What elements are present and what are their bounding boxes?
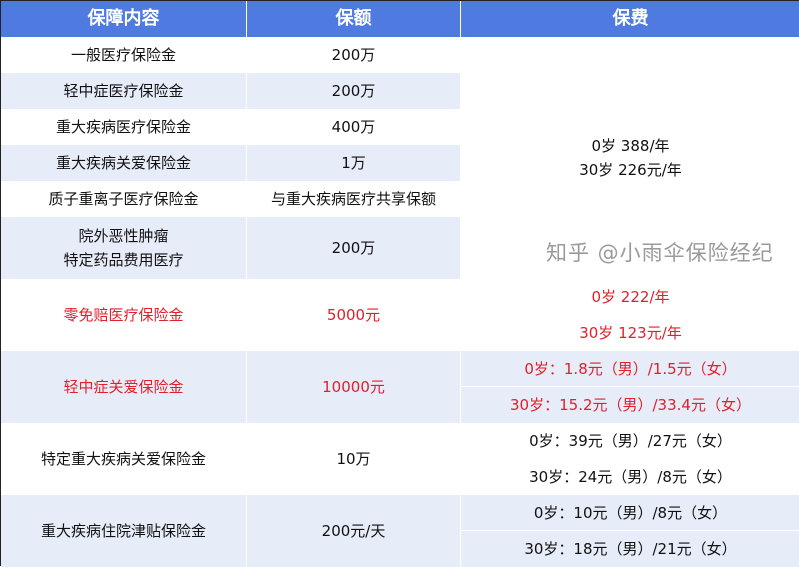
coverage-label: 特定药品费用医疗 [63, 251, 184, 269]
premium-line: 0岁：1.8元（男）/1.5元（女） [461, 351, 799, 387]
coverage-amount: 200万 [247, 217, 461, 279]
coverage-amount: 200元/天 [247, 495, 461, 567]
coverage-item: 质子重离子医疗保险金 [1, 181, 247, 217]
coverage-amount: 1万 [247, 145, 461, 181]
premium-specific-critical: 0岁：39元（男）/27元（女） 30岁：24元（男）/8元（女） [461, 423, 799, 495]
coverage-item: 轻中症医疗保险金 [1, 73, 247, 109]
coverage-amount: 400万 [247, 109, 461, 145]
coverage-item: 零免赔医疗保险金 [1, 279, 247, 351]
coverage-label: 重大疾病医疗保险金 [55, 118, 191, 136]
coverage-amount: 与重大疾病医疗共享保额 [247, 181, 461, 217]
coverage-label: 轻中症关爱保险金 [63, 378, 184, 396]
premium-line: 0岁：10元（男）/8元（女） [461, 495, 799, 531]
premium-zero-deductible: 0岁 222/年 30岁 123元/年 [461, 279, 799, 351]
header-premium: 保费 [461, 1, 799, 37]
coverage-label: 一般医疗保险金 [70, 46, 176, 64]
coverage-amount: 10000元 [247, 351, 461, 423]
watermark: 知乎 @小雨伞保险经纪 [546, 241, 774, 265]
coverage-amount: 10万 [247, 423, 461, 495]
premium-line: 30岁：18元（男）/21元（女） [461, 531, 799, 567]
premium-line: 0岁 388/年 [591, 137, 670, 155]
premium-line: 30岁 226元/年 [579, 161, 682, 179]
coverage-label: 零免赔医疗保险金 [63, 306, 184, 324]
coverage-item: 重大疾病医疗保险金 [1, 109, 247, 145]
coverage-label: 院外恶性肿瘤 [78, 227, 169, 245]
premium-line: 0岁 222/年 [591, 288, 670, 306]
premium-main: 0岁 388/年 30岁 226元/年 [461, 37, 799, 279]
coverage-label: 重大疾病住院津贴保险金 [40, 522, 206, 540]
header-coverage: 保障内容 [1, 1, 247, 37]
coverage-label: 特定重大疾病关爱保险金 [40, 450, 206, 468]
premium-line: 0岁：39元（男）/27元（女） [529, 432, 732, 450]
premium-line: 30岁：24元（男）/8元（女） [529, 468, 732, 486]
coverage-label: 重大疾病关爱保险金 [55, 154, 191, 172]
header-amount: 保额 [247, 1, 461, 37]
coverage-item: 院外恶性肿瘤 特定药品费用医疗 [1, 217, 247, 279]
coverage-amount: 200万 [247, 73, 461, 109]
coverage-item: 重大疾病住院津贴保险金 [1, 495, 247, 567]
coverage-item: 重大疾病关爱保险金 [1, 145, 247, 181]
coverage-item: 一般医疗保险金 [1, 37, 247, 73]
premium-line: 30岁：15.2元（男）/33.4元（女） [461, 387, 799, 423]
coverage-label: 轻中症医疗保险金 [63, 82, 184, 100]
coverage-item: 特定重大疾病关爱保险金 [1, 423, 247, 495]
coverage-amount: 200万 [247, 37, 461, 73]
coverage-amount: 5000元 [247, 279, 461, 351]
premium-line: 30岁 123元/年 [579, 324, 682, 342]
coverage-item: 轻中症关爱保险金 [1, 351, 247, 423]
coverage-label: 质子重离子医疗保险金 [48, 190, 199, 208]
